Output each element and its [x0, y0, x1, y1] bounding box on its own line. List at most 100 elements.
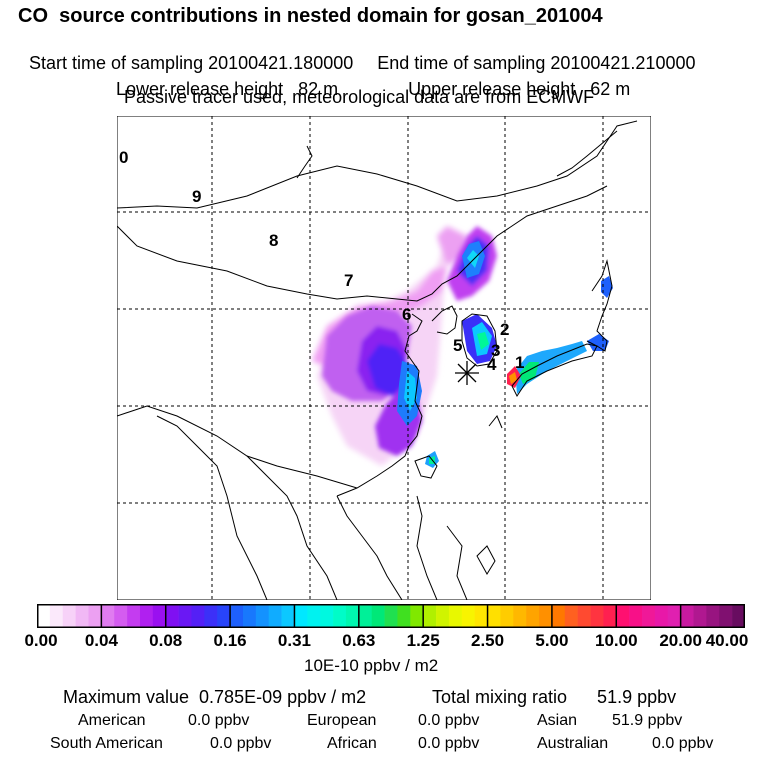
colorbar-cell [384, 604, 398, 628]
sampling-times: Start time of sampling 20100421.180000 En… [19, 36, 695, 72]
coastlines [117, 120, 638, 600]
colorbar-cell [217, 604, 231, 628]
colorbar-cell [577, 604, 591, 628]
colorbar-cell [333, 604, 347, 628]
colorbar-cell [88, 604, 102, 628]
plot-title: CO source contributions in nested domain… [18, 5, 603, 27]
colorbar-tick-label: 20.00 [659, 631, 702, 650]
colorbar-cell [255, 604, 270, 628]
region-label-1: 1 [515, 353, 524, 372]
colorbar-cell [101, 604, 115, 628]
colorbar-cell [320, 604, 334, 628]
colorbar-tick-label: 2.50 [470, 631, 505, 650]
colorbar-cell [345, 604, 360, 628]
colorbar-tick-label: 0.31 [277, 631, 311, 650]
map-panel: 0 9 8 7 6 5 4 3 2 1 [117, 116, 651, 600]
colorbar-tick-label: 0.00 [24, 631, 58, 650]
contribution-value-american: 0.0 ppbv [188, 712, 250, 729]
colorbar-cell [461, 604, 475, 628]
colorbar-cell [139, 604, 154, 628]
colorbar-cell [75, 604, 89, 628]
colorbar-cell [62, 604, 76, 628]
colorbar-cell [500, 604, 514, 628]
concentration-field [312, 226, 613, 468]
contribution-label-african: African [327, 735, 377, 752]
region-label-2: 2 [500, 320, 509, 339]
colorbar-border [37, 604, 745, 628]
colorbar-tick-label: 0.04 [84, 631, 118, 650]
colorbar-cell [616, 604, 630, 628]
colorbar-units: 10E-10 ppbv / m2 [304, 656, 439, 675]
contribution-label-european: European [307, 712, 377, 729]
upper-release-height: Upper release height 62 m [408, 79, 631, 99]
colorbar-cell [603, 604, 617, 628]
colorbar-cell [436, 604, 450, 628]
release-heights: Lower release height 82 m Upper release h… [106, 62, 630, 98]
colorbar-tick-label: 40.00 [705, 631, 749, 650]
colorbar-tick-label: 5.00 [535, 631, 569, 650]
region-label-3: 3 [491, 341, 500, 360]
start-time: Start time of sampling 20100421.180000 [29, 53, 354, 73]
contribution-value-european: 0.0 ppbv [418, 712, 480, 729]
colorbar-cell [242, 604, 257, 628]
colorbar-cell [204, 604, 218, 628]
contribution-value-south-american: 0.0 ppbv [210, 735, 272, 752]
colorbar-cell [629, 604, 643, 628]
graticule [117, 116, 651, 600]
contribution-label-south-american: South American [50, 735, 163, 752]
contribution-value-asian: 51.9 ppbv [612, 712, 683, 729]
colorbar-cell [654, 604, 669, 628]
colorbar-cell [590, 604, 604, 628]
colorbar-cell [410, 604, 424, 628]
colorbar-cell [513, 604, 527, 628]
colorbar-cell [114, 604, 128, 628]
colorbar-cell [268, 604, 282, 628]
colorbar-cell [191, 604, 205, 628]
colorbar [37, 604, 745, 628]
region-label-8: 8 [269, 231, 278, 250]
colorbar-cell [667, 604, 681, 628]
region-label-0: 0 [119, 148, 128, 167]
region-label-9: 9 [192, 187, 201, 206]
contribution-label-american: American [78, 712, 146, 729]
contribution-value-african: 0.0 ppbv [418, 735, 480, 752]
contribution-label-australian: Australian [537, 735, 609, 752]
colorbar-cell [37, 604, 51, 628]
colorbar-cell [358, 604, 372, 628]
colorbar-cell [474, 604, 488, 628]
colorbar-cell [706, 604, 720, 628]
colorbar-cell [127, 604, 141, 628]
region-label-4: 4 [487, 355, 497, 374]
colorbar-cell [307, 604, 321, 628]
colorbar-cell [551, 604, 566, 628]
colorbar-cell [423, 604, 437, 628]
region-label-7: 7 [344, 271, 353, 290]
end-time: End time of sampling 20100421.210000 [377, 53, 696, 73]
colorbar-cell [371, 604, 385, 628]
colorbar-cell [642, 604, 656, 628]
colorbar-cell [397, 604, 411, 628]
colorbar-cell [564, 604, 578, 628]
total-mixing-ratio: Total mixing ratio 51.9 ppbv [432, 687, 677, 707]
receptor-marker-icon [455, 361, 479, 385]
colorbar-cell [294, 604, 308, 628]
region-label-6: 6 [402, 305, 411, 324]
colorbar-cell [178, 604, 192, 628]
contribution-value-australian: 0.0 ppbv [652, 735, 714, 752]
colorbar-cell [281, 604, 295, 628]
contribution-label-asian: Asian [537, 712, 578, 729]
colorbar-cell [539, 604, 553, 628]
colorbar-cell [732, 604, 745, 628]
colorbar-cell [526, 604, 540, 628]
colorbar-cell [487, 604, 501, 628]
tracer-note: Passive tracer used, meteorological data… [124, 87, 595, 107]
colorbar-cell [448, 604, 463, 628]
colorbar-cell [719, 604, 733, 628]
colorbar-cell [680, 604, 694, 628]
colorbar-cell [230, 604, 244, 628]
region-labels: 0 9 8 7 6 5 4 3 2 1 [119, 148, 524, 374]
maximum-value: Maximum value 0.785E-09 ppbv / m2 [63, 687, 367, 707]
colorbar-cell [693, 604, 707, 628]
colorbar-tick-label: 0.08 [149, 631, 183, 650]
colorbar-tick-label: 0.63 [342, 631, 376, 650]
